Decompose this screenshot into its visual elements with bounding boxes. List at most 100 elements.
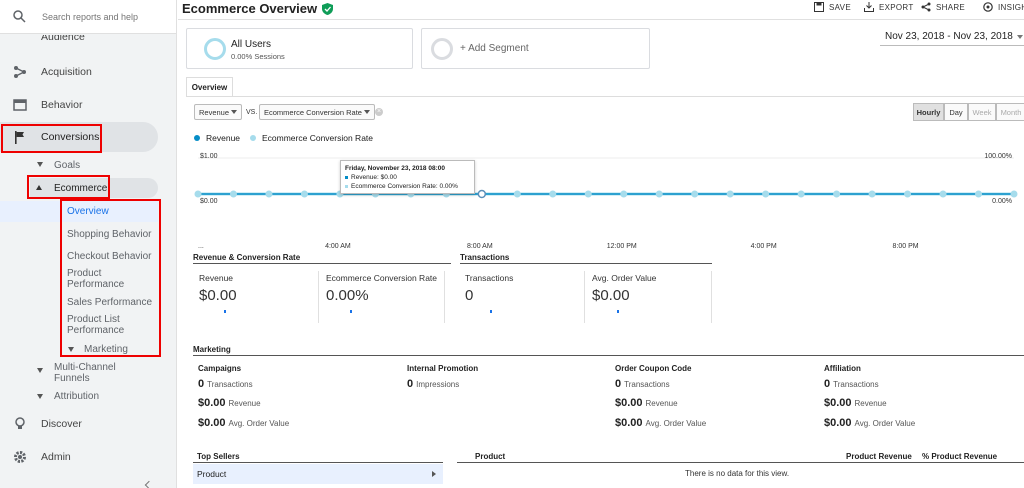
metric-aov-name: Avg. Order Value [592, 273, 657, 283]
tab-divider [186, 96, 1024, 97]
granularity-month[interactable]: Month [996, 103, 1024, 121]
ecommerce-arrow-icon [36, 185, 42, 190]
nav-product-performance[interactable]: Product Performance [67, 268, 125, 290]
mk-affiliation-row: 0 Transactions [824, 378, 879, 390]
mk-coupon-head: Order Coupon Code [615, 364, 692, 373]
metric-transactions-name: Transactions [465, 273, 514, 283]
tab-overview[interactable]: Overview [186, 77, 233, 97]
no-data-message: There is no data for this view. [685, 469, 790, 478]
export-button[interactable]: EXPORT [864, 2, 914, 12]
search-bar[interactable]: Search reports and help [0, 0, 176, 34]
chevron-down-icon [1016, 34, 1023, 39]
person-icon [13, 35, 27, 45]
collapse-icon[interactable] [144, 480, 154, 488]
insights-button[interactable]: INSIGHTS [983, 2, 1024, 12]
nav-shopping-behavior[interactable]: Shopping Behavior [67, 229, 152, 240]
metric-divider [584, 271, 585, 323]
col-product: Product [475, 452, 506, 461]
y-right-tick-label: 100.00% [984, 153, 1012, 160]
nav-multichannel-funnels[interactable]: Multi-Channel Funnels [54, 362, 116, 384]
chevron-right-icon [432, 471, 436, 477]
data-point [975, 190, 983, 198]
nav-ecommerce[interactable]: Ecommerce [54, 183, 108, 194]
mk-affiliation-row: $0.00 Avg. Order Value [824, 417, 916, 429]
tooltip-revenue-dot [345, 176, 348, 179]
data-point [762, 190, 770, 198]
granularity-week[interactable]: Week [968, 103, 996, 121]
gear-icon [13, 450, 27, 464]
metric2-select[interactable]: Ecommerce Conversion Rate [259, 104, 375, 120]
nav-product-list-performance[interactable]: Product List Performance [67, 314, 125, 336]
data-point [833, 190, 841, 198]
x-tick-label: 8:00 AM [467, 243, 493, 250]
nav-marketing[interactable]: Marketing [84, 344, 128, 355]
data-point [655, 190, 663, 198]
data-point [1010, 190, 1018, 198]
chart-tooltip: Friday, November 23, 2018 08:00 Revenue:… [340, 160, 475, 194]
metric-conv-name: Ecommerce Conversion Rate [326, 273, 438, 283]
nav-admin[interactable]: Admin [0, 447, 176, 467]
save-button[interactable]: SAVE [814, 2, 851, 12]
sidebar: Search reports and help Audience Acquisi… [0, 0, 177, 488]
legend-conversion-rate: Ecommerce Conversion Rate [250, 133, 373, 143]
chevron-down-icon [231, 110, 237, 114]
remove-metric-icon[interactable]: × [375, 108, 383, 116]
mk-coupon-row: $0.00 Avg. Order Value [615, 417, 707, 429]
data-point [513, 190, 521, 198]
nav-discover[interactable]: Discover [0, 414, 176, 434]
granularity-day[interactable]: Day [944, 103, 968, 121]
nav-behavior[interactable]: Behavior [0, 95, 176, 115]
metric-conv-sparkline [350, 310, 352, 313]
metric1-select[interactable]: Revenue [194, 104, 242, 120]
data-point [300, 190, 308, 198]
data-point [265, 190, 273, 198]
x-tick-label: 4:00 PM [751, 243, 777, 250]
header-divider [178, 19, 1024, 20]
nav-checkout-behavior[interactable]: Checkout Behavior [67, 251, 152, 262]
search-input[interactable]: Search reports and help [42, 11, 139, 22]
mk-campaigns-row: $0.00 Avg. Order Value [198, 417, 290, 429]
share-icon [921, 2, 931, 12]
nav-acquisition[interactable]: Acquisition [0, 62, 176, 82]
granularity-hourly[interactable]: Hourly [913, 103, 944, 121]
nav-attribution[interactable]: Attribution [54, 391, 100, 402]
data-point [477, 189, 487, 199]
verified-icon [322, 2, 334, 15]
metric-transactions-value: 0 [465, 287, 474, 304]
nav-audience[interactable]: Audience [0, 35, 176, 45]
export-icon [864, 2, 874, 12]
metric-conv-value: 0.00% [326, 287, 369, 304]
chevron-down-icon [364, 110, 370, 114]
top-sellers-underline [193, 462, 443, 463]
data-point [797, 190, 805, 198]
transactions-title: Transactions [460, 253, 510, 262]
transactions-underline [460, 263, 712, 264]
goals-arrow-icon [37, 162, 43, 167]
attribution-arrow-icon [37, 394, 43, 399]
marketing-title: Marketing [193, 345, 231, 354]
mk-coupon-row: $0.00 Revenue [615, 397, 678, 409]
x-tick-label: 12:00 PM [607, 243, 637, 250]
x-tick-label: 8:00 PM [893, 243, 919, 250]
top-sellers-product-item[interactable]: Product [193, 464, 443, 484]
page-title: Ecommerce Overview [182, 1, 334, 16]
nav-conversions[interactable]: Conversions [0, 127, 176, 147]
top-sellers-table-underline [457, 462, 1024, 463]
date-range-picker[interactable]: Nov 23, 2018 - Nov 23, 2018 [880, 28, 1024, 46]
data-point [229, 190, 237, 198]
tooltip-conv: Ecommerce Conversion Rate: 0.00% [351, 183, 458, 190]
y-right-tick-label: 0.00% [992, 198, 1012, 205]
nav-ecommerce-overview[interactable]: Overview [67, 206, 109, 217]
segment-all-users[interactable]: All Users 0.00% Sessions [186, 28, 413, 69]
nav-goals[interactable]: Goals [54, 160, 81, 171]
metric-divider [318, 271, 319, 323]
share-button[interactable]: SHARE [921, 2, 965, 12]
add-segment-button[interactable]: + Add Segment [421, 28, 650, 69]
nav-conversions-highlight [0, 122, 158, 152]
nav-sales-performance[interactable]: Sales Performance [67, 297, 153, 308]
add-segment-ring-icon [431, 38, 453, 60]
vs-label: VS. [246, 109, 258, 116]
mk-coupon-row: 0 Transactions [615, 378, 670, 390]
marketing-arrow-icon [68, 347, 74, 352]
overview-active-bg [0, 201, 158, 222]
